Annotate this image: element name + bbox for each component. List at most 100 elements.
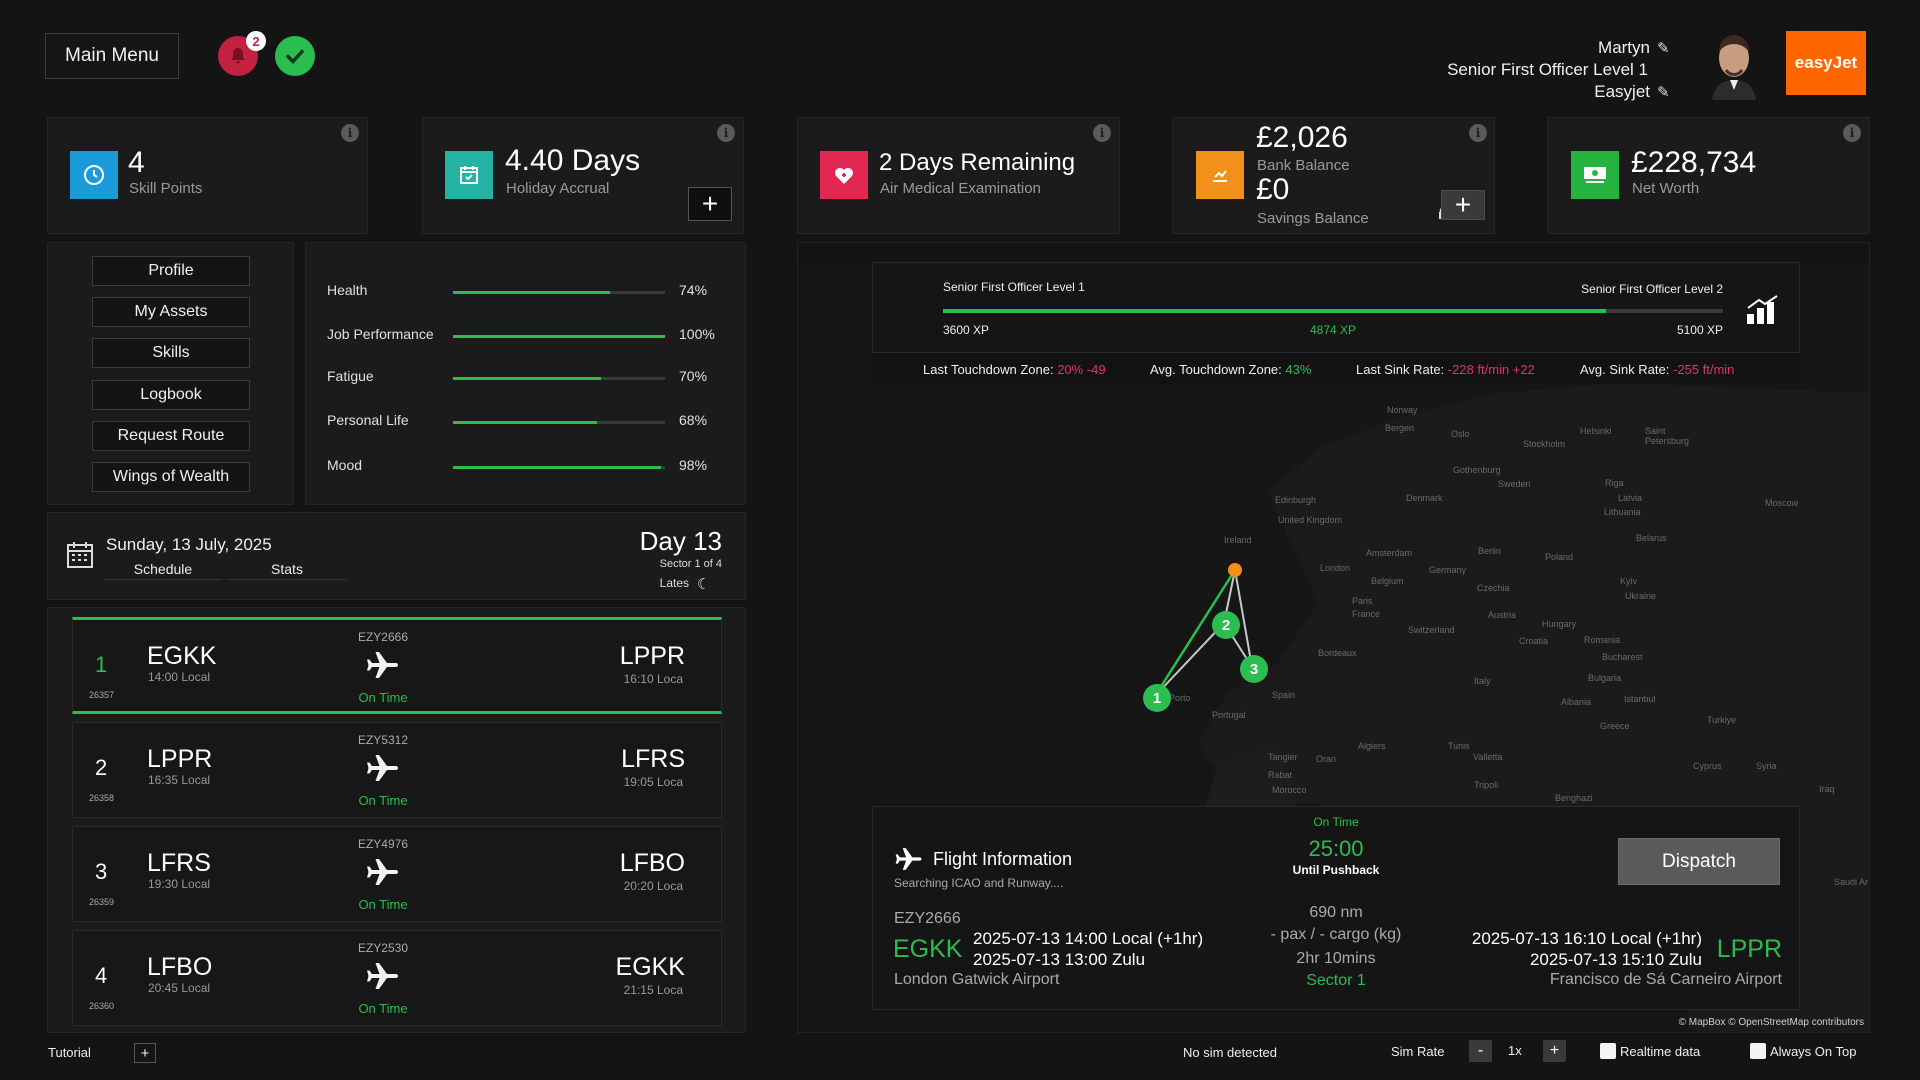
last-tdz-value: 20% -49: [1057, 362, 1106, 377]
pilot-avatar-icon: [1708, 28, 1760, 100]
avatar[interactable]: [1708, 28, 1760, 100]
map-label: Romania: [1584, 635, 1621, 645]
route-sector: Sector 1: [1306, 972, 1366, 989]
sim-rate-decrease-button[interactable]: -: [1469, 1040, 1492, 1062]
calendar-icon: [445, 151, 493, 199]
arrival-icao: LPPR: [1716, 935, 1782, 963]
realtime-data-checkbox[interactable]: [1600, 1043, 1616, 1059]
map-label: Stockholm: [1523, 439, 1566, 449]
user-name: Martyn: [1598, 38, 1650, 57]
map-label: Saint Petersburg: [1645, 426, 1690, 446]
skill-points-card: 4 Skill Points i: [47, 117, 368, 234]
map-label: Turkiye: [1707, 715, 1737, 725]
route-stop-marker[interactable]: 3: [1240, 655, 1268, 683]
map-label: Austria: [1488, 610, 1517, 620]
tab-schedule[interactable]: Schedule: [104, 561, 222, 580]
logbook-button[interactable]: Logbook: [92, 380, 250, 410]
skill-points-value: 4: [128, 146, 145, 179]
map-label: Gothenburg: [1453, 465, 1501, 475]
calendar-icon: [66, 541, 94, 574]
arrival-local: 2025-07-13 16:10 Local (+1hr): [1471, 929, 1702, 948]
map-label: Syria: [1756, 761, 1777, 771]
list-item[interactable]: 3 26359 LFRS 19:30 Local EZY4976 On Time…: [72, 826, 722, 922]
map-label: Porto: [1169, 693, 1191, 703]
airplane-icon: [367, 755, 398, 781]
avg-tdz-label: Avg. Touchdown Zone:: [1150, 362, 1282, 377]
map-label: Tripoli: [1474, 780, 1499, 790]
map-label: Paris: [1352, 596, 1373, 606]
info-icon[interactable]: i: [717, 124, 735, 142]
flight-info-title: Flight Information: [933, 849, 1073, 869]
departure-icao: EGKK: [893, 935, 963, 963]
route-duration: 2hr 10mins: [1296, 950, 1376, 967]
sim-status: No sim detected: [1183, 1045, 1277, 1060]
heart-icon: [820, 151, 868, 199]
stats-panel: [305, 242, 746, 505]
medical-value: 2 Days Remaining: [879, 149, 1076, 176]
status-ok-button[interactable]: [275, 36, 315, 76]
my-assets-button[interactable]: My Assets: [92, 297, 250, 327]
edit-airline-icon[interactable]: ✎: [1657, 84, 1670, 101]
add-holiday-button[interactable]: +: [688, 187, 732, 221]
holiday-accrual-card: 4.40 Days Holiday Accrual + i: [422, 117, 744, 234]
map-label: Greece: [1600, 721, 1630, 731]
sim-rate-label: Sim Rate: [1391, 1044, 1445, 1059]
map-label: Norway: [1387, 405, 1418, 415]
map-label: Istanbul: [1624, 694, 1656, 704]
map-label: Italy: [1474, 676, 1491, 686]
info-icon[interactable]: i: [1093, 124, 1111, 142]
stat-fatigue: Fatigue 70%: [327, 368, 708, 384]
departure-name: London Gatwick Airport: [894, 971, 1060, 988]
holiday-label: Holiday Accrual: [506, 180, 610, 197]
tutorial-add-button[interactable]: +: [134, 1043, 156, 1063]
skills-button[interactable]: Skills: [92, 338, 250, 368]
map-label: Ireland: [1224, 535, 1252, 545]
profile-button[interactable]: Profile: [92, 256, 250, 286]
flight-info-subtitle: Searching ICAO and Runway....: [894, 876, 1064, 890]
dispatch-button[interactable]: Dispatch: [1618, 838, 1780, 885]
edit-name-icon[interactable]: ✎: [1657, 40, 1670, 57]
departure-zulu: 2025-07-13 13:00 Zulu: [973, 950, 1146, 969]
route-lines: [1153, 563, 1253, 697]
xp-fill: [943, 309, 1606, 313]
tab-stats[interactable]: Stats: [228, 561, 346, 580]
sim-rate-value: 1x: [1508, 1043, 1522, 1058]
bar-chart-icon[interactable]: [1745, 294, 1781, 331]
list-item[interactable]: 1 26357 EGKK 14:00 Local EZY2666 On Time…: [72, 617, 722, 714]
main-menu-button[interactable]: Main Menu: [45, 33, 179, 79]
departure-local: 2025-07-13 14:00 Local (+1hr): [973, 929, 1204, 948]
list-item[interactable]: 2 26358 LPPR 16:35 Local EZY5312 On Time…: [72, 722, 722, 818]
route-stop-marker[interactable]: 2: [1212, 611, 1240, 639]
net-worth-value: £228,734: [1631, 146, 1757, 179]
map-label: Valletta: [1473, 752, 1503, 762]
always-on-top-checkbox[interactable]: [1750, 1043, 1766, 1059]
last-sink-label: Last Sink Rate:: [1356, 362, 1445, 377]
airplane-icon: [894, 846, 924, 877]
info-icon[interactable]: i: [341, 124, 359, 142]
airplane-icon: [367, 963, 398, 989]
last-sink-value: -228 ft/min +22: [1447, 362, 1535, 377]
clock-icon: [70, 151, 118, 199]
add-savings-button[interactable]: +: [1441, 189, 1485, 220]
wings-of-wealth-button[interactable]: Wings of Wealth: [92, 462, 250, 492]
bank-label: Bank Balance: [1257, 157, 1350, 174]
map-label: Bulgaria: [1588, 673, 1622, 683]
sim-rate-increase-button[interactable]: +: [1543, 1040, 1566, 1062]
bank-card: £2,026 Bank Balance £0 Savings Balance +…: [1172, 117, 1495, 234]
request-route-button[interactable]: Request Route: [92, 421, 250, 451]
map-label: Algiers: [1358, 741, 1386, 751]
airplane-icon: [367, 652, 398, 678]
chart-up-icon: [1196, 151, 1244, 199]
info-icon[interactable]: i: [1469, 124, 1487, 142]
route-stop-marker[interactable]: 1: [1143, 684, 1171, 712]
job-performance-bar: [453, 335, 665, 338]
map-label: Germany: [1429, 565, 1467, 575]
map-label: Tangier: [1268, 752, 1298, 762]
route-distance: 690 nm: [1309, 904, 1363, 921]
personal-life-bar: [453, 421, 598, 424]
list-item[interactable]: 4 26360 LFBO 20:45 Local EZY2530 On Time…: [72, 930, 722, 1026]
stat-personal-life: Personal Life 68%: [327, 412, 708, 428]
info-icon[interactable]: i: [1843, 124, 1861, 142]
map-label: Berlin: [1478, 546, 1502, 556]
map-label: Rabat: [1268, 770, 1293, 780]
